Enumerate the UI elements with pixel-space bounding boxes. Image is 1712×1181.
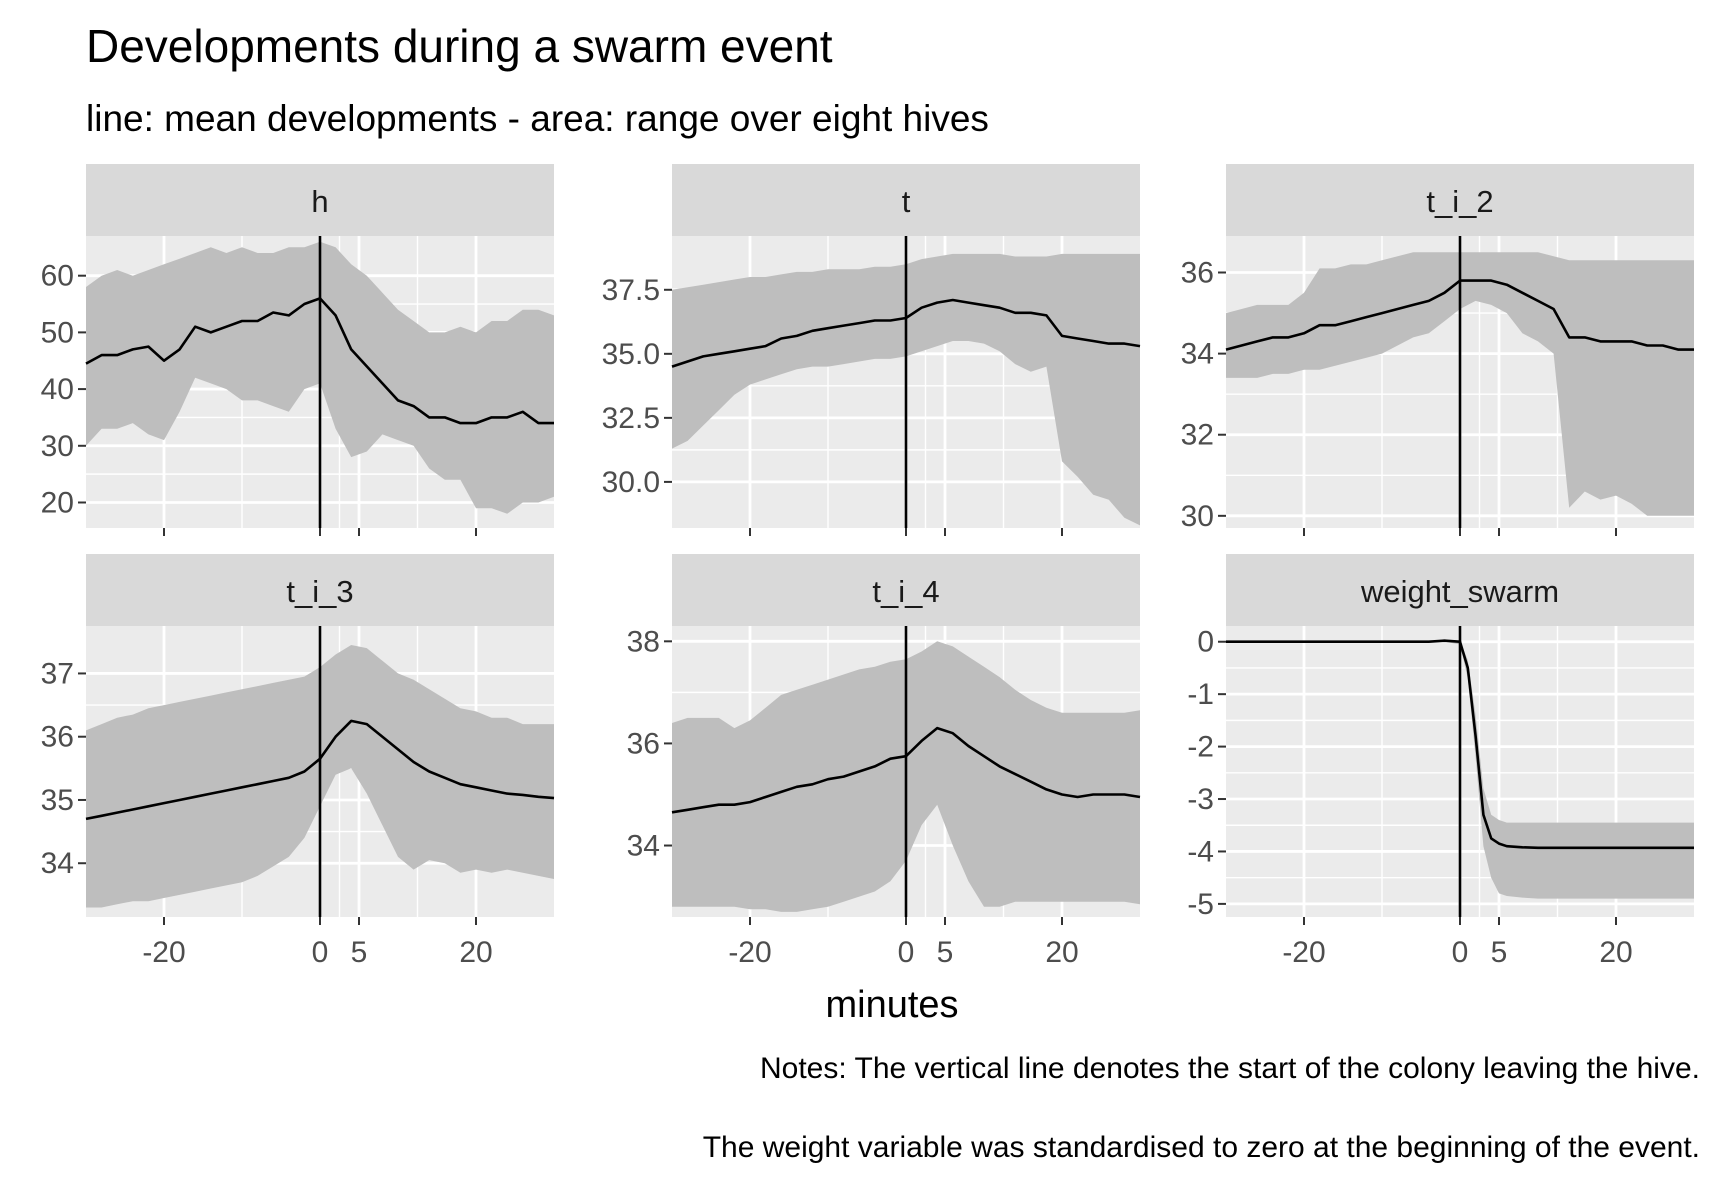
facet-t: t 30.0 32.5 35.0 37.5 (602, 164, 1141, 536)
facet-strip (672, 554, 1140, 626)
x-tick-label: 5 (1491, 936, 1508, 969)
y-tick-label: 36 (1181, 257, 1214, 290)
facet-strip-label: t_i_3 (286, 574, 353, 609)
chart-subtitle: line: mean developments - area: range ov… (86, 98, 989, 139)
range-ribbon (1226, 639, 1694, 899)
facet-strip-label: t_i_2 (1426, 184, 1493, 219)
facet-strip (1226, 554, 1694, 626)
facet-h: h 20 30 40 50 60 (41, 164, 554, 536)
mean-line (1226, 639, 1694, 850)
chart-title: Developments during a swarm event (86, 20, 833, 72)
range-ribbon (1226, 252, 1694, 516)
y-tick-label: 35.0 (602, 338, 660, 371)
x-tick-label: 5 (937, 936, 954, 969)
y-tick-label: 30 (41, 430, 74, 463)
y-tick-label: 36 (627, 727, 660, 760)
y-tick-label: 37 (41, 657, 74, 690)
y-tick-label: 50 (41, 316, 74, 349)
y-tick-label: 32.5 (602, 402, 660, 435)
x-tick-label: 20 (1599, 936, 1632, 969)
y-tick-label: 30.0 (602, 466, 660, 499)
y-tick-label: 37.5 (602, 274, 660, 307)
y-tick-label: -5 (1187, 888, 1214, 921)
y-tick-label: 60 (41, 260, 74, 293)
x-tick-label: 20 (1045, 936, 1078, 969)
facet-t_i_2: t_i_2 30 32 34 36 (1181, 164, 1694, 536)
y-tick-label: -3 (1187, 783, 1214, 816)
y-tick-label: 0 (1197, 626, 1214, 659)
y-tick-label: -2 (1187, 731, 1214, 764)
y-tick-label: 34 (41, 847, 74, 880)
x-tick-label: 0 (1452, 936, 1469, 969)
note-line-2: The weight variable was standardised to … (703, 1131, 1700, 1164)
facet-strip-label: t (902, 184, 911, 219)
x-tick-label: -20 (1282, 936, 1325, 969)
facet-t_i_3: t_i_3 34 35 36 37 -20 0 5 20 (41, 554, 555, 969)
facet-strip (1226, 164, 1694, 236)
y-tick-label: 36 (41, 721, 74, 754)
facet-strip (672, 164, 1140, 236)
y-tick-label: 32 (1181, 419, 1214, 452)
x-tick-label: 5 (351, 936, 368, 969)
x-tick-label: -20 (142, 936, 185, 969)
note-line-1: Notes: The vertical line denotes the sta… (760, 1052, 1700, 1085)
facet-strip-label: weight_swarm (1360, 574, 1559, 609)
facet-strip-label: h (311, 184, 328, 219)
x-axis-label: minutes (825, 984, 958, 1026)
y-tick-label: 34 (627, 830, 660, 863)
facet-strip-label: t_i_4 (872, 574, 939, 609)
y-tick-label: -4 (1187, 835, 1214, 868)
facet-panels: h2030405060t30.032.535.037.5t_i_23032343… (41, 164, 1694, 969)
y-tick-label: 34 (1181, 338, 1214, 371)
x-tick-label: 20 (459, 936, 492, 969)
x-tick-label: 0 (898, 936, 915, 969)
x-tick-label: -20 (728, 936, 771, 969)
y-tick-label: -1 (1187, 678, 1214, 711)
x-tick-label: 0 (312, 936, 329, 969)
y-tick-label: 35 (41, 784, 74, 817)
range-ribbon (672, 253, 1140, 526)
y-tick-label: 30 (1181, 500, 1214, 533)
y-tick-label: 38 (627, 625, 660, 658)
facet-strip (86, 164, 554, 236)
facet-strip (86, 554, 554, 626)
facet-t_i_4: t_i_4 34 36 38 -20 0 5 20 (627, 554, 1141, 969)
y-tick-label: 40 (41, 373, 74, 406)
y-tick-label: 20 (41, 486, 74, 519)
